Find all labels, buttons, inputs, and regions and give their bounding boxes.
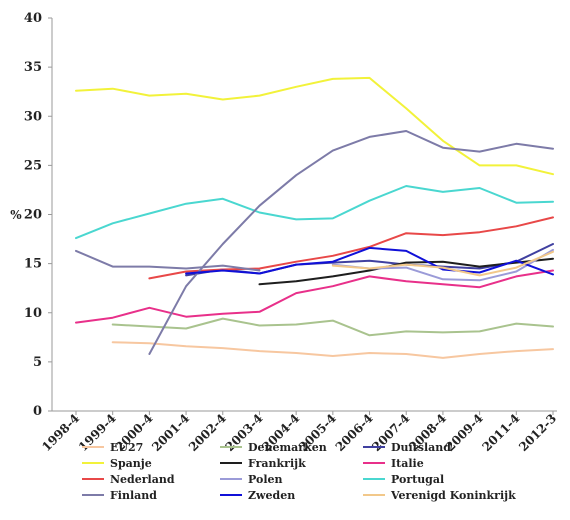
legend-label-polen: Polen xyxy=(248,473,283,486)
series-line-italie xyxy=(75,269,554,324)
legend-label-zweden: Zweden xyxy=(248,489,295,502)
legend-label-spanje: Spanje xyxy=(110,457,152,470)
x-tick-label: 1998-4 xyxy=(39,411,82,454)
legend-label-italie: Italie xyxy=(391,457,424,470)
legend-label-nederland: Nederland xyxy=(110,473,175,486)
y-tick-label: 20 xyxy=(24,208,42,223)
y-tick-label: 35 xyxy=(24,60,42,75)
series-line-nederland xyxy=(148,216,554,280)
y-axis-label: % xyxy=(10,208,22,222)
series-line-spanje xyxy=(75,76,554,176)
series-layer xyxy=(75,76,554,359)
legend-label-verenigd-koninkrijk: Verenigd Koninkrijk xyxy=(390,489,516,502)
series-line-portugal xyxy=(75,185,554,240)
legend-label-finland: Finland xyxy=(110,489,157,502)
series-line-denemarken xyxy=(111,317,554,337)
legend-label-duitsland: Duitsland xyxy=(391,441,451,454)
y-tick-label: 5 xyxy=(33,355,42,370)
y-tick-label: 10 xyxy=(24,306,42,321)
y-tick-label: 40 xyxy=(24,11,42,26)
series-line-finland xyxy=(148,130,554,355)
y-tick-label: 15 xyxy=(24,257,42,272)
series-line-eu27 xyxy=(111,341,554,359)
y-tick-label: 25 xyxy=(24,158,42,173)
legend-label-frankrijk: Frankrijk xyxy=(248,457,306,470)
legend-label-portugal: Portugal xyxy=(391,473,444,486)
legend-label-denemarken: Denemarken xyxy=(248,441,327,454)
legend-label-eu27: EU27 xyxy=(110,441,143,454)
series-line-zweden xyxy=(185,246,554,276)
y-tick-label: 30 xyxy=(24,109,42,124)
y-ticks: 0 5 10 15 20 25 30 35 40 xyxy=(24,11,52,419)
y-tick-label: 0 xyxy=(33,404,42,419)
x-tick-label: 2011-4 xyxy=(479,411,522,454)
series-line-finland xyxy=(75,249,261,272)
x-tick-label: 2001-4 xyxy=(149,411,192,454)
legend: EU27 Denemarken Duitsland Spanje Frankrijk It… xyxy=(82,441,516,502)
series-line-verenigd-koninkrijk xyxy=(331,250,554,277)
x-tick-label: 2012-3 xyxy=(516,411,559,454)
